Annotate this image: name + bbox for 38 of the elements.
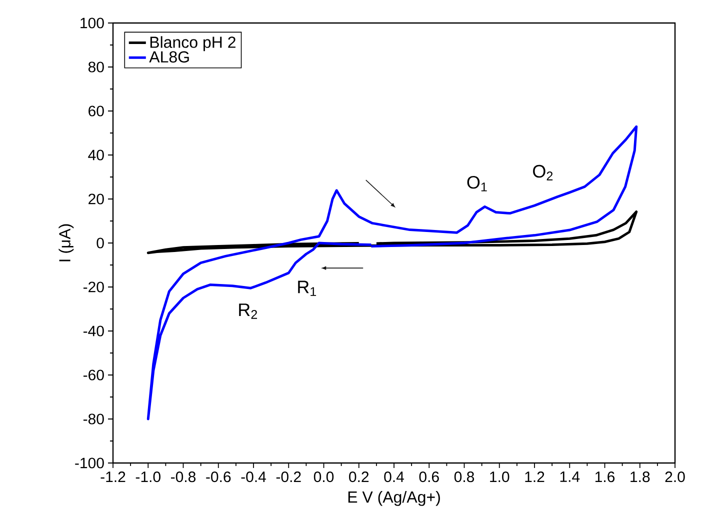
line-series — [146, 125, 638, 420]
x-axis-title: E V (Ag/Ag+) — [348, 490, 440, 506]
x-tick-label: -0.8 — [171, 472, 196, 482]
annotation: R$_{1}$ — [298, 280, 316, 296]
x-tick-label: -0.2 — [276, 472, 301, 482]
line-series — [146, 210, 638, 254]
x-tick-label: 0.2 — [349, 472, 369, 482]
x-tick-label: 1.8 — [630, 472, 650, 482]
x-tick-label: 1.4 — [560, 472, 580, 482]
x-tick-label: -0.6 — [206, 472, 231, 482]
x-tick-label: 1.0 — [490, 472, 510, 482]
x-tick-label: 1.2 — [525, 472, 544, 482]
y-tick-label: -40 — [83, 326, 104, 336]
y-tick-label: 20 — [88, 194, 104, 204]
y-tick-label: -60 — [83, 370, 104, 380]
y-axis-title: I (μA) — [58, 224, 74, 262]
x-tick-label: 1.6 — [595, 472, 615, 482]
x-tick-label: 0.8 — [454, 472, 474, 482]
x-tick-label: -1.2 — [100, 472, 126, 482]
y-tick-label: 0 — [96, 238, 104, 248]
annotation: R$_{2}$ — [239, 304, 258, 319]
y-tick-label: 100 — [80, 18, 104, 28]
y-tick-label: -100 — [75, 458, 104, 468]
x-tick-label: 0.4 — [384, 472, 404, 482]
legend-label: Blanco pH 2 — [150, 36, 236, 52]
legend-label: AL8G — [149, 51, 189, 63]
annotation: O$_{2}$ — [533, 164, 553, 180]
x-tick-label: -0.4 — [241, 472, 266, 482]
y-tick-label: 40 — [88, 150, 104, 160]
y-tick-label: -80 — [83, 414, 104, 424]
y-tick-label: 60 — [88, 106, 104, 116]
x-tick-label: 0.6 — [419, 472, 439, 482]
x-tick-label: -1.0 — [136, 472, 160, 482]
annotation: O$_{1}$ — [467, 176, 487, 192]
x-tick-label: 0.0 — [314, 472, 334, 482]
x-tick-label: 2.0 — [665, 472, 685, 482]
y-tick-label: -20 — [83, 282, 104, 292]
y-tick-label: 80 — [88, 62, 104, 72]
